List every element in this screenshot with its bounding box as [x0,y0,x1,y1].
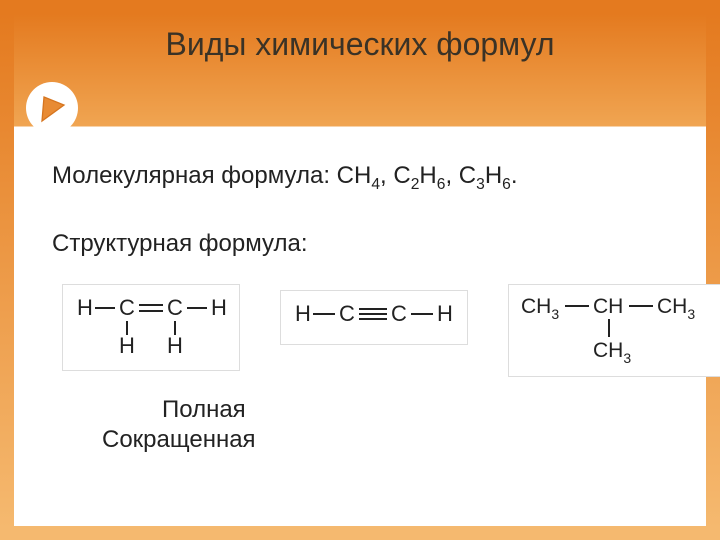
mf2a: C [393,162,410,189]
formula-isobutane: CH3 CH CH3 CH3 [508,284,720,377]
content-area: Молекулярная формула: CH4, C2H6, C3H6. С… [52,162,676,455]
triangle-icon [38,93,66,123]
molecular-label: Молекулярная формула: [52,162,337,189]
group-CH3: CH3 [657,295,695,322]
group-CH3: CH3 [521,295,559,322]
sep2: , [445,162,458,189]
mf3a: C [459,162,476,189]
mf3b: H [485,162,502,189]
formula-labels: Полная Сокращенная [52,395,676,455]
atom-H: H [119,333,135,358]
sep1: , [380,162,393,189]
acetylene-svg: H C C H [289,295,459,335]
atom-C: C [119,295,135,320]
mf1-sub: 4 [371,176,380,193]
molecular-line: Молекулярная формула: CH4, C2H6, C3H6. [52,162,676,194]
atom-H: H [437,301,453,326]
group-CH3: CH3 [593,339,631,366]
formula-acetylene: H C C H [280,290,468,345]
atom-C: C [167,295,183,320]
atom-H: H [167,333,183,358]
page-title: Виды химических формул [14,14,706,63]
mf3bs: 6 [502,176,511,193]
isobutane-svg: CH3 CH CH3 CH3 [517,289,717,367]
label-full: Полная [162,395,676,425]
atom-C: C [391,301,407,326]
atom-H: H [295,301,311,326]
mf3as: 3 [476,176,485,193]
formula-ethylene: H C C H H H [62,284,240,371]
atom-C: C [339,301,355,326]
mf2b: H [419,162,436,189]
structural-label: Структурная формула: [52,230,676,258]
mf1-base: CH [337,162,372,189]
atom-H: H [77,295,93,320]
atom-H: H [211,295,227,320]
corner-decor-icon [26,82,78,134]
group-CH: CH [593,295,623,318]
ethylene-svg: H C C H H H [71,289,231,361]
formula-row: H C C H H H [62,284,676,377]
slide: Виды химических формул Молекулярная форм… [0,0,720,540]
label-short: Сокращенная [102,425,676,455]
end: . [511,162,518,189]
